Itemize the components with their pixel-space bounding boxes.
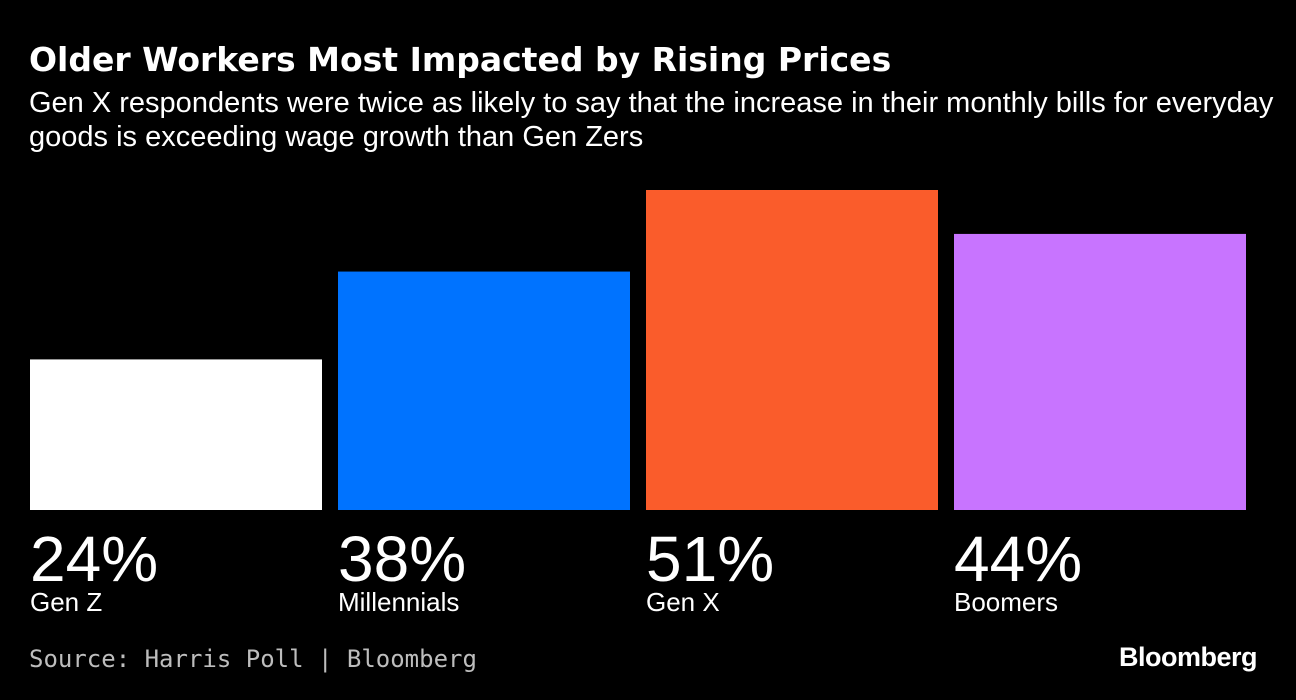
bar-chart: 24%Gen Z 38%Millennials 51%Gen X 44%Boomers [30, 190, 1246, 617]
chart-subtitle: Gen X respondents were twice as likely t… [29, 87, 1274, 153]
bar-gen-z [30, 359, 322, 510]
bar-boomers [954, 233, 1246, 510]
value-label-boomers: 44% [954, 523, 1082, 595]
bar-millennials [338, 271, 630, 510]
value-label-millennials: 38% [338, 523, 466, 595]
source-note: Source: Harris Poll | Bloomberg [29, 645, 477, 673]
value-label-gen-z: 24% [30, 523, 158, 595]
value-label-gen-x: 51% [646, 523, 774, 595]
category-label-millennials: Millennials [338, 587, 459, 617]
bar-gen-x [646, 190, 938, 510]
chart-title: Older Workers Most Impacted by Rising Pr… [29, 40, 892, 79]
category-label-gen-x: Gen X [646, 587, 720, 617]
category-label-gen-z: Gen Z [30, 587, 102, 617]
category-label-boomers: Boomers [954, 587, 1058, 617]
bloomberg-logo: Bloomberg [1118, 642, 1258, 672]
